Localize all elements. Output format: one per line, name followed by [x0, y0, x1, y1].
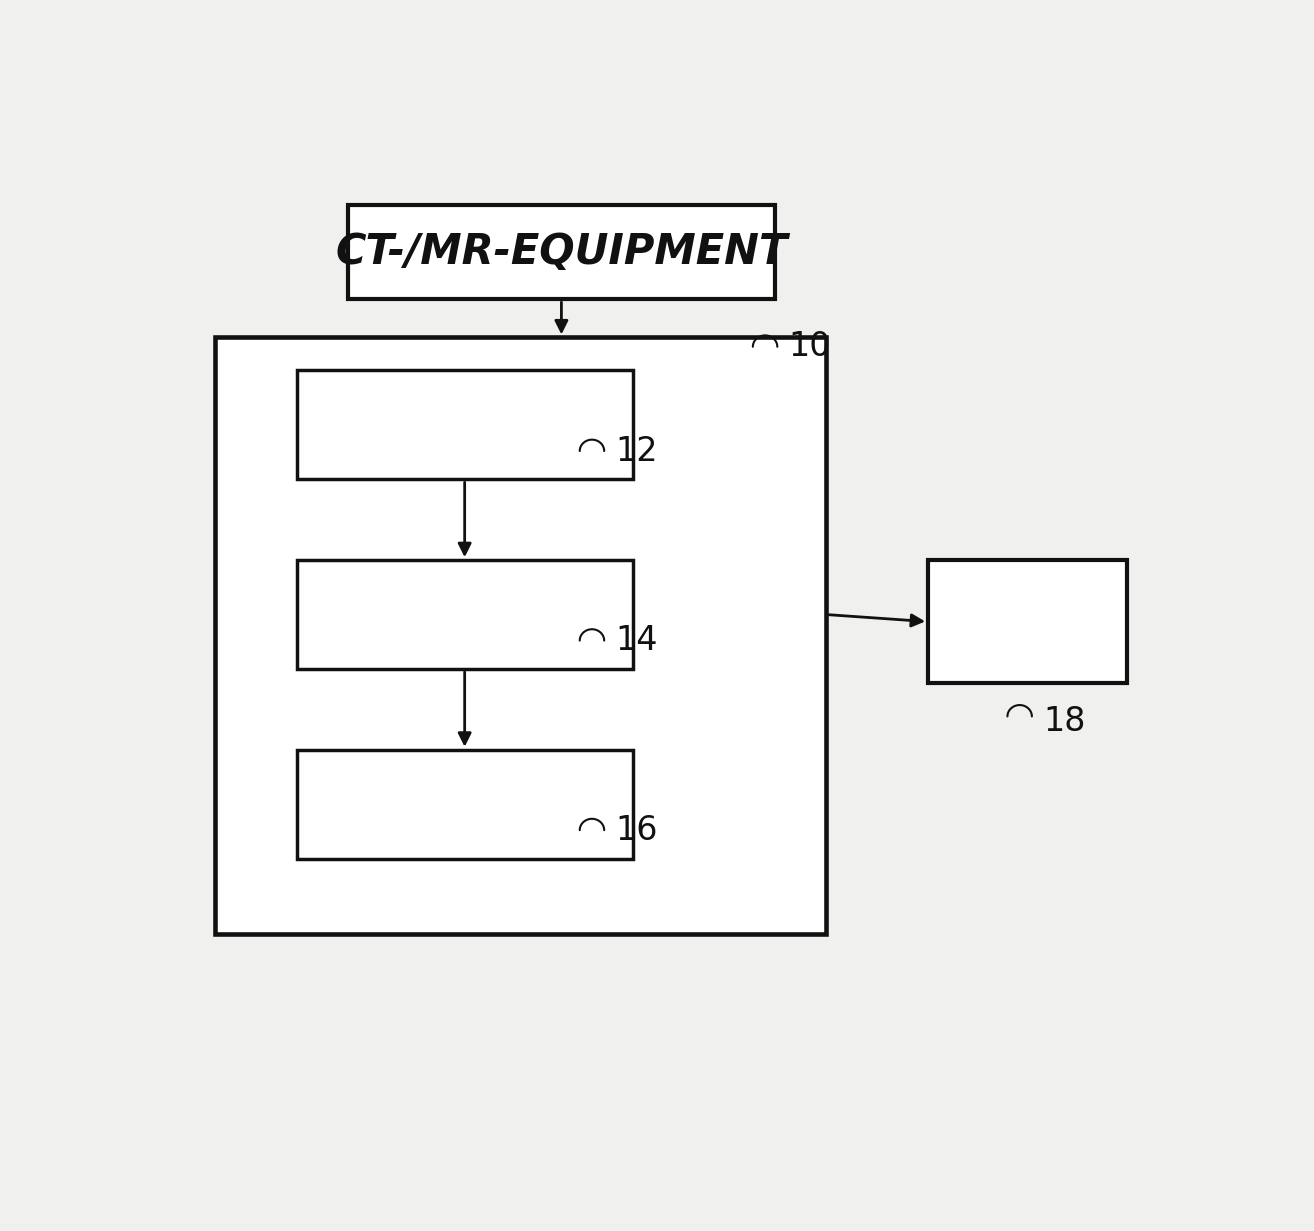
- Text: 10: 10: [788, 330, 830, 363]
- Text: 14: 14: [615, 624, 658, 657]
- Text: 12: 12: [615, 435, 658, 468]
- Bar: [215, 337, 827, 934]
- Bar: [347, 204, 775, 299]
- Bar: [297, 371, 633, 480]
- Bar: [297, 560, 633, 670]
- Text: CT-/MR-EQUIPMENT: CT-/MR-EQUIPMENT: [335, 231, 787, 273]
- Bar: [928, 560, 1126, 683]
- Bar: [297, 750, 633, 859]
- Text: 16: 16: [615, 814, 658, 847]
- Text: 18: 18: [1043, 704, 1085, 737]
